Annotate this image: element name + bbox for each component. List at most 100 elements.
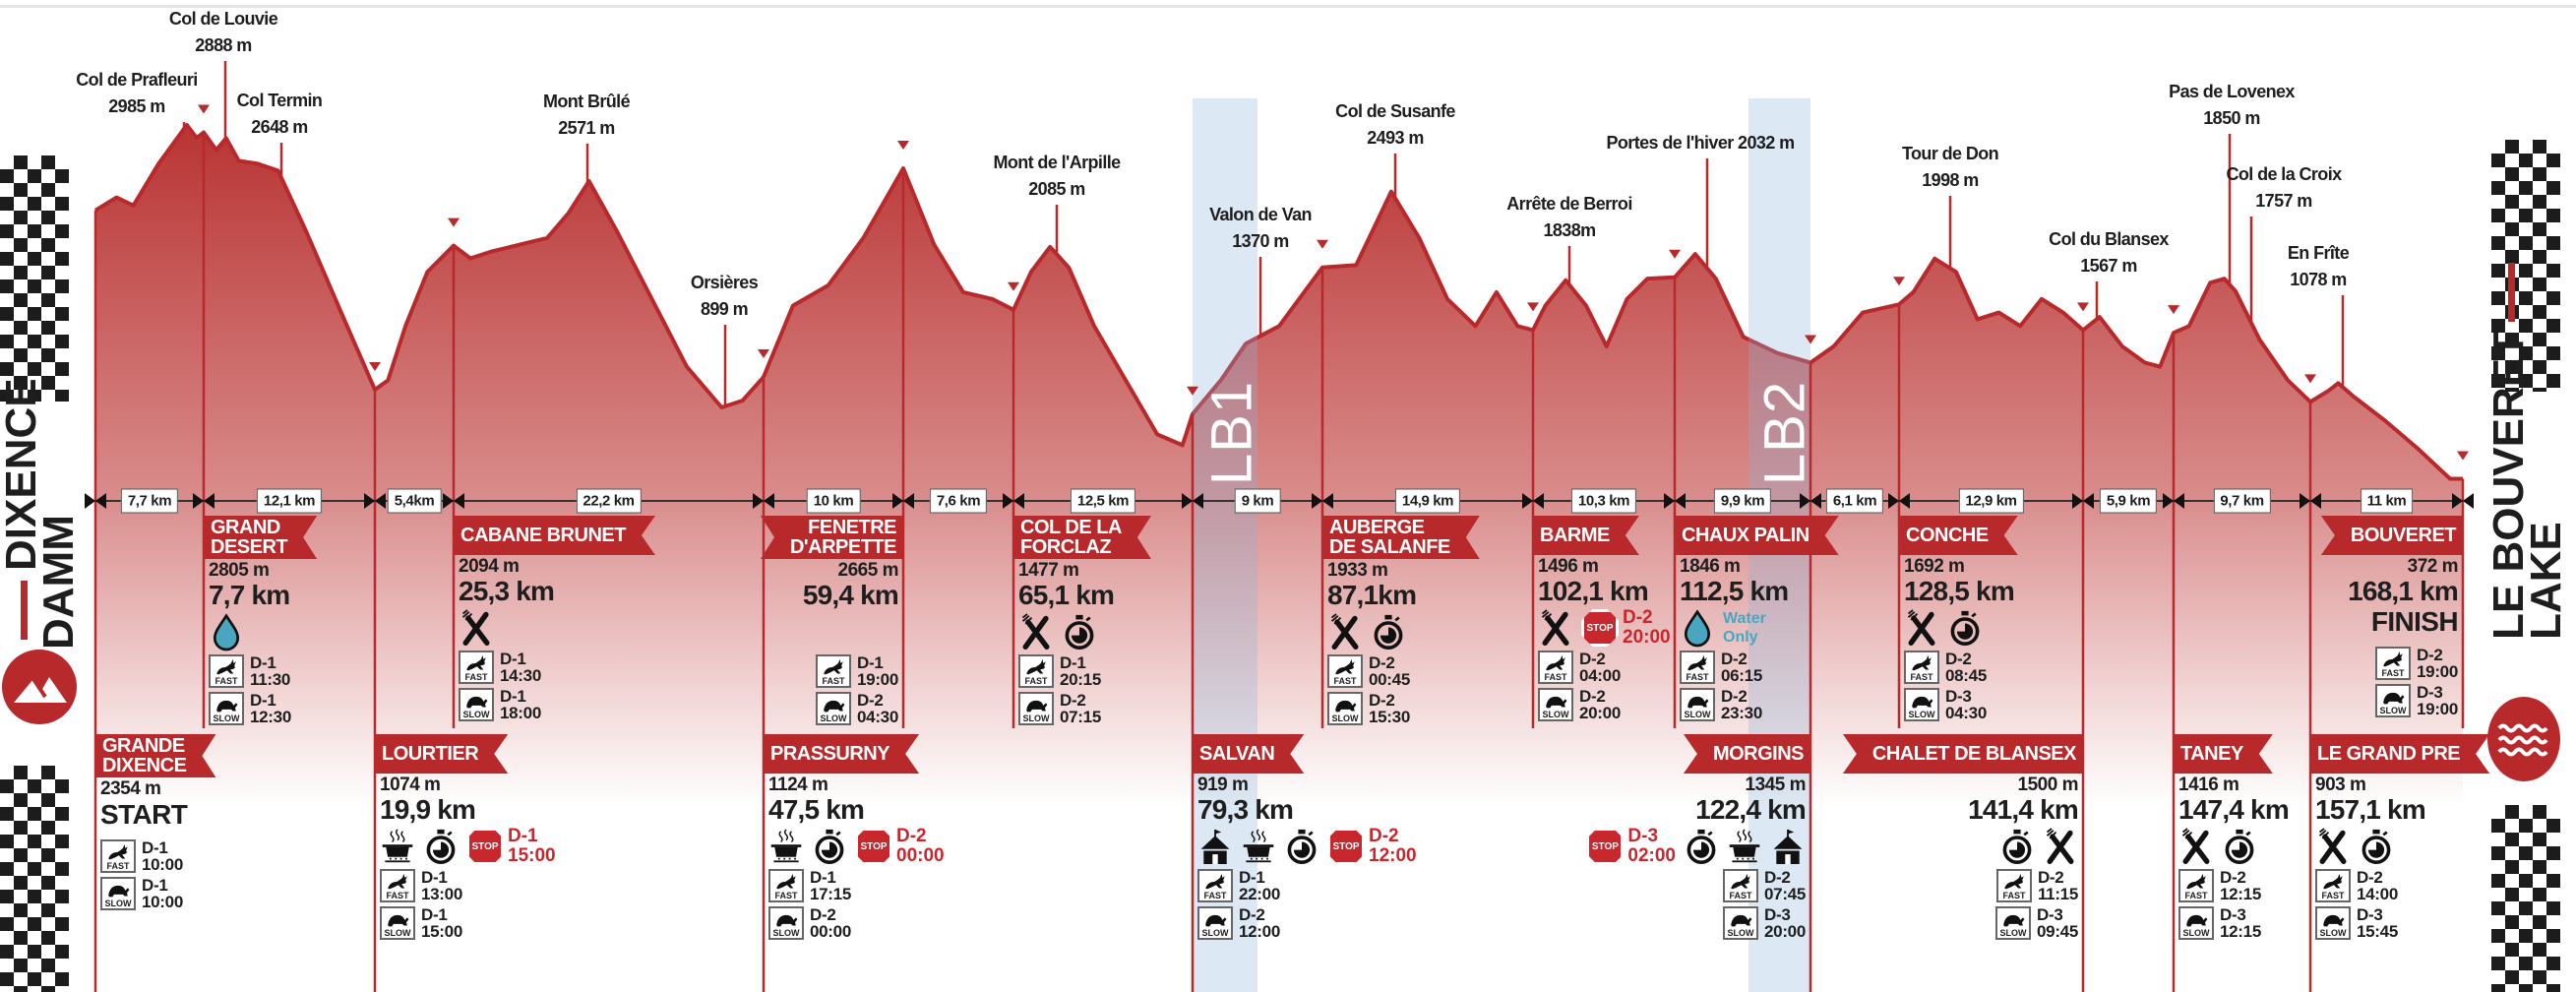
fast-eta: D-1 20:15 — [1060, 654, 1101, 688]
stopwatch-icon — [423, 827, 459, 866]
checkpoint-distance: 47,5 km — [768, 794, 865, 825]
tortoise-icon — [214, 696, 239, 713]
checkpoint-le-grand-pre: LE GRAND PRE 903 m 157,1 km FAST D-2 14:00 SLO… — [2309, 734, 2489, 941]
time-slow: SLOW D-2 20:00 — [1538, 687, 1671, 722]
time-fast: FAST D-2 12:15 — [2178, 868, 2289, 903]
slow-eta-day: D-3 — [1945, 687, 1972, 706]
slow-pace-label: SLOW — [772, 928, 800, 938]
fast-pace-badge: FAST — [1995, 869, 2032, 902]
checkpoint-marker-icon — [2168, 305, 2179, 315]
slow-eta-time: 18:00 — [500, 704, 541, 722]
checkpoint-status: FINISH — [2370, 606, 2459, 637]
peak-elevation: 1567 m — [2080, 256, 2137, 276]
fast-eta: D-2 07:45 — [1764, 869, 1806, 902]
fast-eta-day: D-1 — [1060, 653, 1086, 672]
cutoff-time: STOP D-2 20:00 — [1581, 608, 1671, 648]
checkpoint-services — [2178, 827, 2289, 866]
checkpoint-marker-icon — [1008, 281, 1019, 291]
fast-eta-time: 06:15 — [1721, 666, 1762, 685]
slow-pace-badge: SLOW — [2375, 684, 2412, 717]
checkpoint-auberge-salanfe: AUBERGE DE SALANFE 1933 m 87,1km FAST D-2 00:4… — [1321, 516, 1480, 726]
checkpoint-fenetre-arpette: FENETRE D'ARPETTE 2665 m 59,4 km FAST D-1 19:0… — [760, 516, 904, 726]
checkpoint-info: 1846 m 112,5 km Water Only FAST D-2 06:15 SLOW D… — [1674, 555, 1794, 722]
fast-eta-day: D-1 — [421, 868, 448, 887]
checkpoint-info: 2665 m 59,4 km FAST D-1 19:00 SLOW D-2 04:30 — [797, 559, 904, 726]
arrow-left-icon — [1888, 493, 1899, 509]
slow-eta-day: D-3 — [2037, 905, 2063, 924]
slow-eta-time: 04:30 — [857, 708, 898, 726]
time-fast: FAST D-2 04:00 — [1538, 650, 1671, 685]
slow-eta: D-3 20:00 — [1764, 906, 1806, 940]
fast-pace-label: FAST — [822, 676, 845, 686]
cutoff-text: D-1 15:00 — [508, 827, 556, 866]
peak-name: Mont Brûlé — [543, 92, 631, 111]
slow-pace-badge: SLOW — [380, 906, 415, 940]
slow-eta-day: D-1 — [142, 876, 168, 895]
fast-eta-time: 14:30 — [500, 666, 541, 685]
fast-pace-label: FAST — [386, 891, 409, 900]
slow-pace-badge: SLOW — [1723, 906, 1759, 940]
tortoise-icon — [1332, 696, 1358, 713]
checkpoint-marker-icon — [1805, 335, 1816, 344]
checkpoint-services — [1018, 612, 1114, 651]
tortoise-icon — [773, 910, 799, 928]
fast-pace-badge: FAST — [209, 654, 244, 688]
peak-elevation: 1838m — [1543, 220, 1596, 240]
fast-eta: D-1 22:00 — [1239, 869, 1280, 902]
slow-eta-time: 00:00 — [810, 922, 851, 941]
hare-icon — [1332, 658, 1358, 676]
stopwatch-icon — [1371, 612, 1406, 651]
fast-eta-day: D-2 — [1579, 650, 1606, 668]
life-base-label: LB1 — [1199, 380, 1264, 486]
slow-eta-time: 10:00 — [142, 893, 183, 911]
checkpoint-banner: GRANDE DIXENCE — [94, 734, 215, 777]
cutoff-time: STOP D-1 15:00 — [466, 827, 556, 866]
segment-distance-label: 6,1 km — [1825, 488, 1884, 514]
checkpoint-conche: CONCHE 1692 m 128,5 km FAST D-2 08:45 SLOW D-3 0… — [1898, 516, 2020, 722]
checkpoint-services — [2348, 640, 2458, 644]
slow-pace-badge: SLOW — [1680, 688, 1715, 721]
hare-icon — [1202, 873, 1228, 891]
slow-eta-time: 12:00 — [1239, 922, 1280, 941]
fast-pace-label: FAST — [774, 891, 798, 900]
checkpoint-banner: MORGINS — [1683, 734, 1811, 774]
fast-eta-time: 14:00 — [2357, 885, 2398, 903]
checkpoint-info: 1477 m 65,1 km FAST D-1 20:15 SLOW D-2 07:15 — [1012, 559, 1120, 726]
checkpoint-name: PRASSURNY — [770, 743, 890, 765]
time-fast: FAST D-1 11:30 — [209, 653, 291, 689]
checkpoint-distance: 19,9 km — [380, 794, 476, 825]
hot-meal-pot-icon — [380, 827, 415, 866]
peak-name: Valon de Van — [1209, 205, 1312, 224]
fast-eta-day: D-2 — [2037, 868, 2064, 887]
cutoff-clock: 20:00 — [1623, 627, 1671, 648]
water-note-line: Water — [1723, 610, 1766, 627]
slow-pace-label: SLOW — [1201, 928, 1229, 938]
arrow-right-icon — [2310, 493, 2321, 509]
checkpoint-banner: BARME — [1532, 516, 1639, 555]
peak-elevation: 2648 m — [251, 117, 308, 137]
segment-distance-label: 9 km — [1234, 488, 1281, 514]
fast-eta-time: 10:00 — [142, 855, 183, 874]
slow-eta-day: D-2 — [1721, 687, 1748, 706]
slow-pace-badge: SLOW — [1995, 906, 2032, 940]
peak-label: Tour de Don 1998 m — [1902, 141, 1999, 194]
slow-eta-time: 20:00 — [1579, 704, 1621, 722]
fast-pace-label: FAST — [1686, 672, 1709, 682]
time-slow: SLOW D-2 07:15 — [1018, 691, 1114, 726]
arrow-left-icon — [443, 493, 454, 509]
fast-eta: D-2 19:00 — [2417, 647, 2458, 680]
hare-icon — [2001, 873, 2027, 891]
fast-pace-badge: FAST — [2375, 647, 2412, 680]
fast-eta: D-2 00:45 — [1369, 654, 1410, 688]
checkpoint-marker-icon — [758, 349, 769, 359]
cutlery-icon — [1538, 608, 1573, 648]
slow-eta-day: D-1 — [250, 691, 276, 710]
slow-pace-label: SLOW — [820, 713, 847, 723]
finish-checkered-flag-top — [2491, 140, 2560, 392]
arrow-right-icon — [1810, 493, 1821, 509]
slow-pace-badge: SLOW — [2178, 906, 2214, 940]
slow-eta-day: D-3 — [1764, 905, 1791, 924]
checkpoint-elevation: 1933 m — [1327, 560, 1388, 581]
slow-pace-label: SLOW — [2379, 706, 2407, 715]
